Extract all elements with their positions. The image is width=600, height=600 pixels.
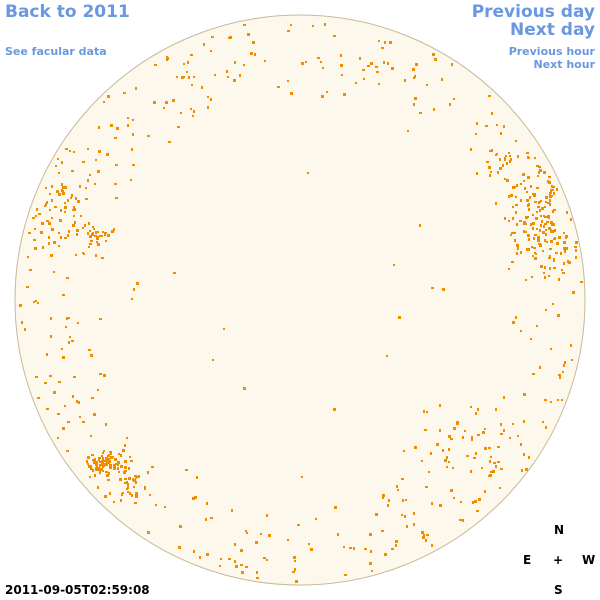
- previous-day-link[interactable]: Previous day: [471, 2, 595, 22]
- next-hour-link[interactable]: Next hour: [533, 58, 596, 71]
- back-to-year-link[interactable]: Back to 2011: [5, 2, 130, 22]
- next-day-link[interactable]: Next day: [510, 20, 595, 40]
- compass-north-label: N: [554, 523, 565, 537]
- solar-disk: [14, 14, 586, 586]
- compass-east-label: E: [523, 553, 532, 567]
- compass-south-label: S: [554, 583, 563, 597]
- compass-center-icon: +: [553, 553, 564, 567]
- compass-west-label: W: [582, 553, 596, 567]
- observation-timestamp: 2011-09-05T02:59:08: [5, 583, 150, 597]
- see-facular-data-link[interactable]: See facular data: [5, 45, 107, 58]
- previous-hour-link[interactable]: Previous hour: [508, 45, 595, 58]
- facular-spots: [19, 23, 583, 583]
